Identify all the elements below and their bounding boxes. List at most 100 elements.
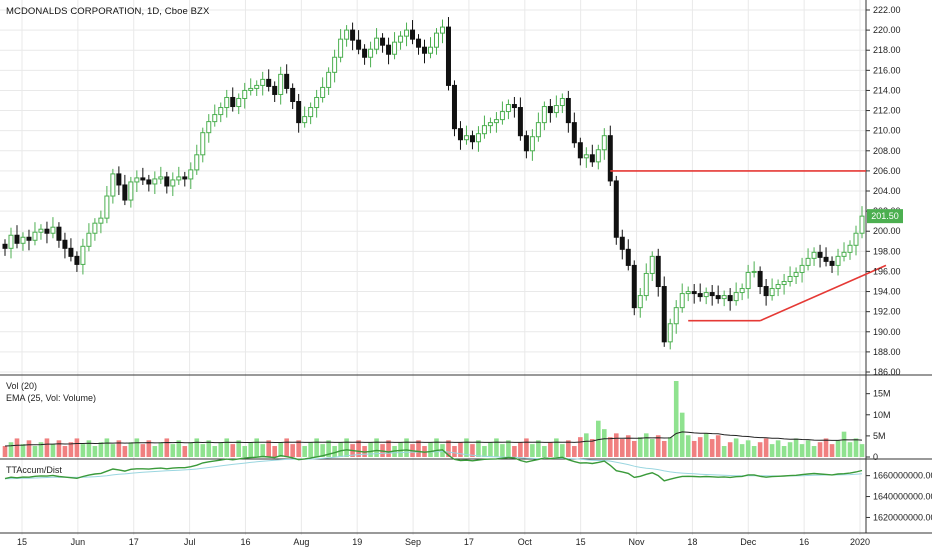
candle-body[interactable] <box>392 41 398 55</box>
candle-body[interactable] <box>92 222 98 234</box>
candle-body[interactable] <box>296 101 302 124</box>
candle-body[interactable] <box>116 173 122 186</box>
candle-body[interactable] <box>56 226 62 241</box>
candle-body[interactable] <box>433 32 439 48</box>
candle-body[interactable] <box>721 295 727 300</box>
candle-body[interactable] <box>224 96 230 109</box>
candle-body[interactable] <box>164 176 170 187</box>
candle-body[interactable] <box>128 181 134 201</box>
candle-body[interactable] <box>529 136 535 152</box>
candle-body[interactable] <box>284 73 290 89</box>
candle-body[interactable] <box>709 292 715 297</box>
candle-body[interactable] <box>86 232 92 247</box>
candle-body[interactable] <box>152 178 158 185</box>
candle-body[interactable] <box>140 177 146 181</box>
rising-trendline[interactable] <box>759 264 887 322</box>
candle-body[interactable] <box>272 85 278 95</box>
candle-body[interactable] <box>487 122 493 127</box>
candle-body[interactable] <box>326 71 332 88</box>
candle-body[interactable] <box>368 48 374 58</box>
candle-body[interactable] <box>763 286 769 297</box>
candle-body[interactable] <box>32 231 38 241</box>
candle-body[interactable] <box>206 121 212 134</box>
candle-body[interactable] <box>817 251 823 258</box>
candle-body[interactable] <box>793 271 799 277</box>
candle-body[interactable] <box>14 234 20 244</box>
candle-body[interactable] <box>386 44 392 55</box>
candle-body[interactable] <box>631 264 637 309</box>
candle-body[interactable] <box>499 111 505 121</box>
candle-body[interactable] <box>2 243 8 249</box>
candle-body[interactable] <box>559 97 565 107</box>
candle-body[interactable] <box>595 149 601 163</box>
candle-body[interactable] <box>847 244 853 253</box>
candle-body[interactable] <box>308 107 314 118</box>
candle-body[interactable] <box>607 135 613 182</box>
candle-body[interactable] <box>745 271 751 290</box>
candle-body[interactable] <box>332 56 338 73</box>
candle-body[interactable] <box>547 106 553 114</box>
candle-body[interactable] <box>619 236 625 250</box>
candle-body[interactable] <box>44 228 50 234</box>
candle-body[interactable] <box>416 38 422 48</box>
candle-body[interactable] <box>80 245 86 265</box>
candle-body[interactable] <box>104 195 110 219</box>
candle-body[interactable] <box>835 255 841 266</box>
candle-body[interactable] <box>523 135 529 152</box>
candle-body[interactable] <box>236 97 242 108</box>
candle-body[interactable] <box>811 251 817 259</box>
candle-body[interactable] <box>655 255 661 288</box>
candle-body[interactable] <box>859 215 865 234</box>
candle-body[interactable] <box>469 135 475 143</box>
candle-body[interactable] <box>398 35 404 43</box>
candle-body[interactable] <box>601 135 607 151</box>
candle-body[interactable] <box>74 255 80 265</box>
candle-body[interactable] <box>439 26 445 34</box>
candle-body[interactable] <box>290 87 296 103</box>
candle-body[interactable] <box>805 257 811 266</box>
candle-body[interactable] <box>751 270 757 273</box>
candle-body[interactable] <box>739 288 745 294</box>
candle-body[interactable] <box>769 288 775 297</box>
candle-body[interactable] <box>667 323 673 343</box>
candle-body[interactable] <box>404 29 410 37</box>
candle-body[interactable] <box>505 104 511 113</box>
candle-body[interactable] <box>781 281 787 286</box>
candle-body[interactable] <box>218 107 224 116</box>
candle-body[interactable] <box>787 275 793 283</box>
candle-body[interactable] <box>553 105 559 114</box>
candle-body[interactable] <box>320 86 326 98</box>
candle-body[interactable] <box>535 122 541 138</box>
candle-body[interactable] <box>374 37 380 50</box>
candle-body[interactable] <box>481 125 487 135</box>
candle-body[interactable] <box>188 169 194 180</box>
candle-body[interactable] <box>212 114 218 123</box>
candle-body[interactable] <box>134 177 140 183</box>
candle-body[interactable] <box>703 292 709 298</box>
candle-body[interactable] <box>242 89 248 99</box>
candle-body[interactable] <box>643 272 649 297</box>
candle-body[interactable] <box>26 236 32 241</box>
candle-body[interactable] <box>685 291 691 295</box>
candle-body[interactable] <box>727 295 733 302</box>
candle-body[interactable] <box>715 295 721 300</box>
candle-body[interactable] <box>182 176 188 180</box>
candle-body[interactable] <box>511 104 517 109</box>
candle-body[interactable] <box>176 176 182 181</box>
candle-body[interactable] <box>200 132 206 156</box>
candle-body[interactable] <box>577 142 583 159</box>
candle-body[interactable] <box>110 173 116 197</box>
candle-body[interactable] <box>733 292 739 302</box>
candle-body[interactable] <box>410 29 416 40</box>
candle-body[interactable] <box>679 293 685 309</box>
candle-body[interactable] <box>428 46 434 54</box>
candle-body[interactable] <box>823 256 829 262</box>
candle-body[interactable] <box>757 270 763 288</box>
candle-body[interactable] <box>673 307 679 325</box>
candle-body[interactable] <box>475 133 481 143</box>
candle-body[interactable] <box>260 78 266 86</box>
candle-body[interactable] <box>254 84 260 89</box>
candle-body[interactable] <box>571 122 577 144</box>
candle-body[interactable] <box>20 236 26 244</box>
